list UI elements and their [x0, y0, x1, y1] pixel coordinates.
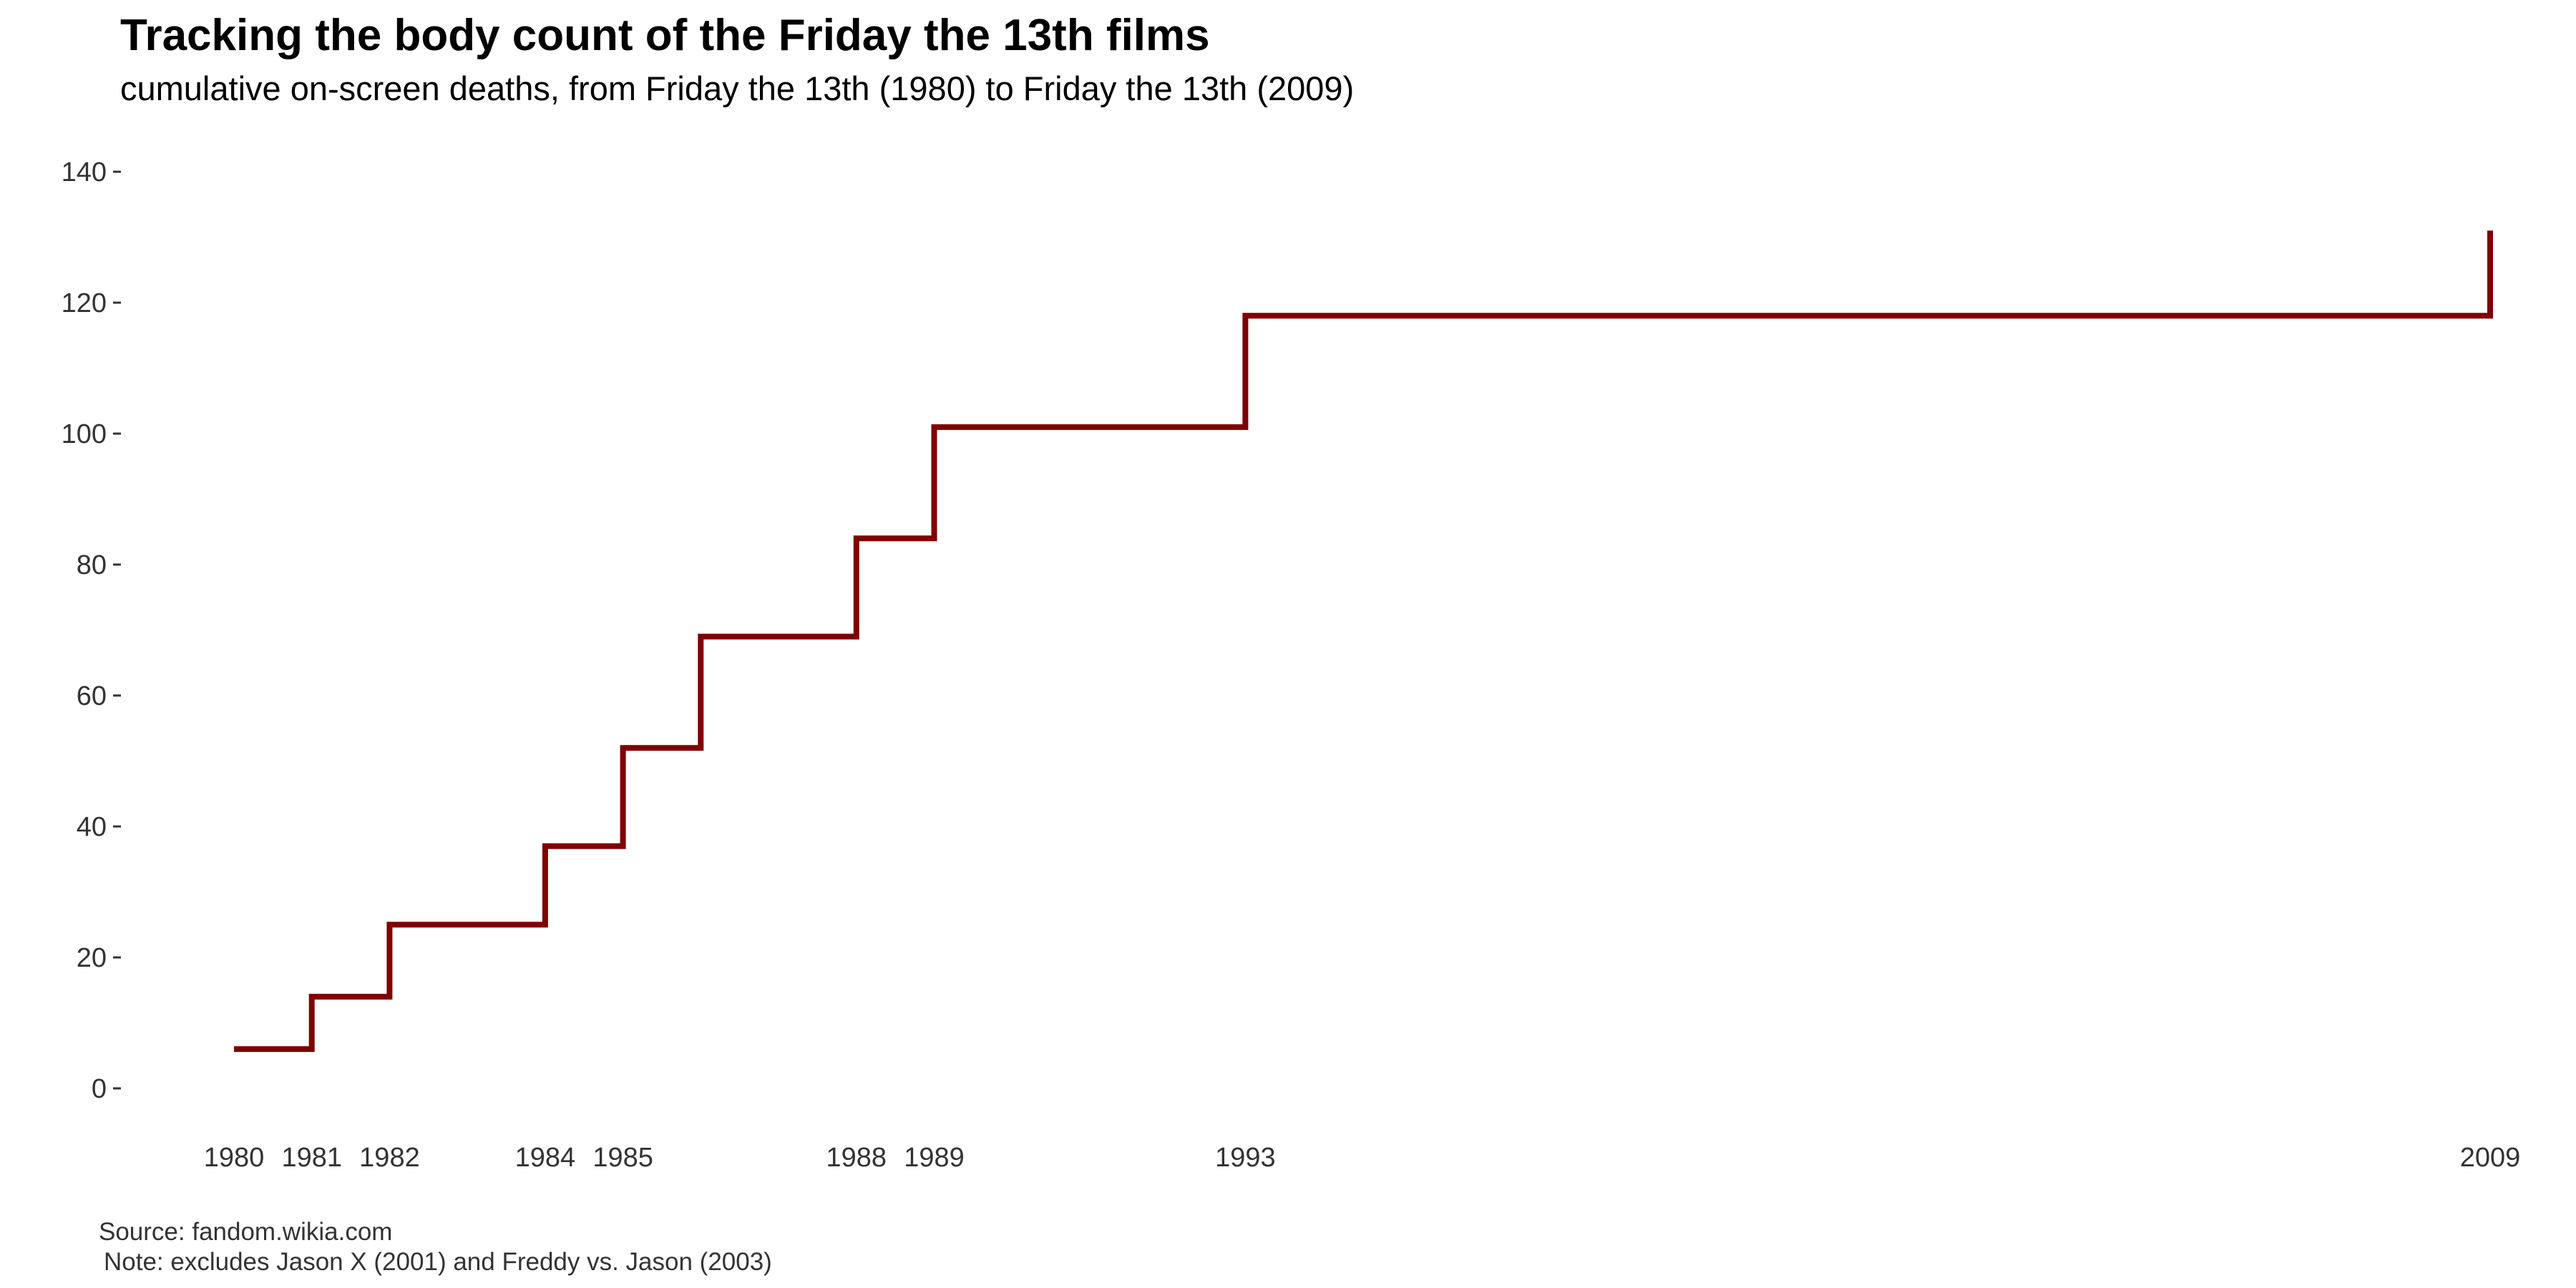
y-tick-label: 0	[92, 1074, 107, 1104]
x-axis: 1980 1981 1982 1984 1985 1988 1989 1993 2009	[204, 1143, 2521, 1173]
x-tick-label: 1981	[281, 1143, 342, 1173]
series-group	[234, 230, 2493, 1053]
x-tick-label: 1985	[592, 1143, 653, 1173]
x-tick-label: 1980	[204, 1143, 265, 1173]
y-axis: 0 20 40 60 80 100 120 140	[62, 157, 121, 1104]
x-tick-label: 1989	[904, 1143, 965, 1173]
chart-title: Tracking the body count of the Friday th…	[120, 11, 1210, 60]
x-tick-label: 1984	[515, 1143, 576, 1173]
y-tick-label: 120	[62, 288, 107, 318]
chart-subtitle: cumulative on-screen deaths, from Friday…	[120, 69, 1355, 107]
x-tick-label: 1988	[826, 1143, 887, 1173]
series-line	[234, 230, 2493, 1053]
x-tick-label: 1993	[1215, 1143, 1276, 1173]
y-tick-label: 140	[62, 157, 107, 187]
y-tick-label: 100	[62, 419, 107, 449]
y-tick-label: 40	[77, 812, 107, 842]
x-tick-label: 1982	[359, 1143, 420, 1173]
x-tick-label: 2009	[2460, 1143, 2521, 1173]
y-tick-label: 20	[77, 943, 107, 973]
caption-source: Source: fandom.wikia.com	[99, 1218, 393, 1246]
y-tick-label: 60	[77, 681, 107, 711]
y-tick-label: 80	[77, 550, 107, 580]
caption-note: Note: excludes Jason X (2001) and Freddy…	[104, 1248, 772, 1276]
